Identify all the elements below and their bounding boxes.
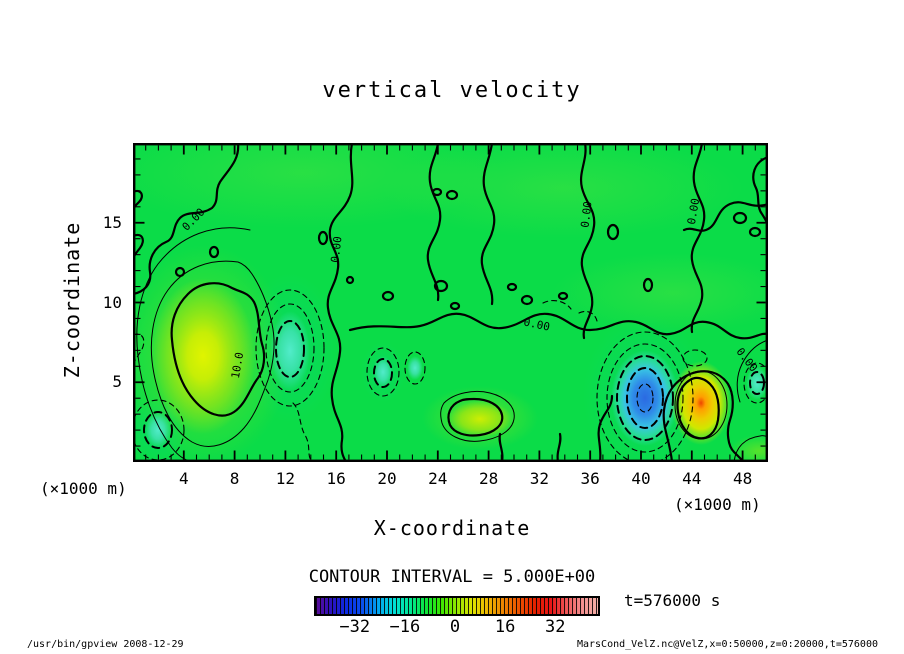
contour-label: 10.0 (229, 351, 246, 379)
contour-label: 0.00 (685, 197, 702, 225)
z-tick-label: 5 (112, 372, 122, 392)
colorbar-segment-separators (316, 598, 598, 614)
x-tick-label: 4 (178, 469, 189, 488)
contour-label: 0.00 (328, 236, 344, 264)
x-tick-label: 24 (428, 469, 448, 488)
colorbar-tick-label: −16 (389, 617, 421, 637)
x-tick-label: 40 (631, 469, 651, 488)
colorbar-tick-label: 32 (545, 617, 566, 637)
plot-frame (133, 143, 768, 462)
contour-label: 0.00 (522, 315, 551, 333)
contour-plot-area: 0.00 0.00 10.0 0.00 0.00 0.00 0.00 (133, 143, 768, 462)
x-axis-unit-label: (×1000 m) (674, 495, 761, 514)
contour-label: 0.00 (578, 201, 594, 229)
contour-interval-label: CONTOUR INTERVAL = 5.000E+00 (308, 567, 596, 587)
x-tick-label: 44 (682, 469, 702, 488)
colorbar-tick-label: 0 (449, 617, 461, 637)
x-tick-label: 28 (478, 469, 499, 488)
axis-tick-marks (135, 145, 766, 460)
command-footer: /usr/bin/gpview 2008-12-29 (27, 639, 184, 650)
time-label: t=576000 s (624, 591, 721, 610)
datasource-footer: MarsCond_VelZ.nc@VelZ,x=0:50000,z=0:2000… (576, 639, 878, 650)
x-tick-label: 32 (529, 469, 550, 488)
plot-title: vertical velocity (322, 78, 582, 103)
x-tick-label: 12 (275, 469, 296, 488)
z-tick-label: 15 (102, 212, 122, 232)
colorbar-tick-label: −32 (339, 617, 371, 637)
x-tick-label: 16 (326, 469, 346, 488)
velocity-field-fill (133, 143, 768, 462)
colorbar (314, 596, 600, 616)
x-tick-label: 8 (229, 469, 240, 488)
zero-contour-lines-bold (133, 143, 768, 462)
x-tick-label: 48 (732, 469, 753, 488)
z-tick-label: 10 (102, 292, 122, 312)
z-axis-unit-label: (×1000 m) (40, 479, 127, 498)
z-axis-label: Z-coordinate (60, 221, 84, 379)
x-tick-label: 36 (580, 469, 600, 488)
colorbar-tick-label: 16 (494, 617, 516, 637)
negative-contour-lines-dashed-bold (143, 320, 765, 449)
x-tick-label: 20 (377, 469, 397, 488)
x-axis-label: X-coordinate (373, 516, 531, 540)
